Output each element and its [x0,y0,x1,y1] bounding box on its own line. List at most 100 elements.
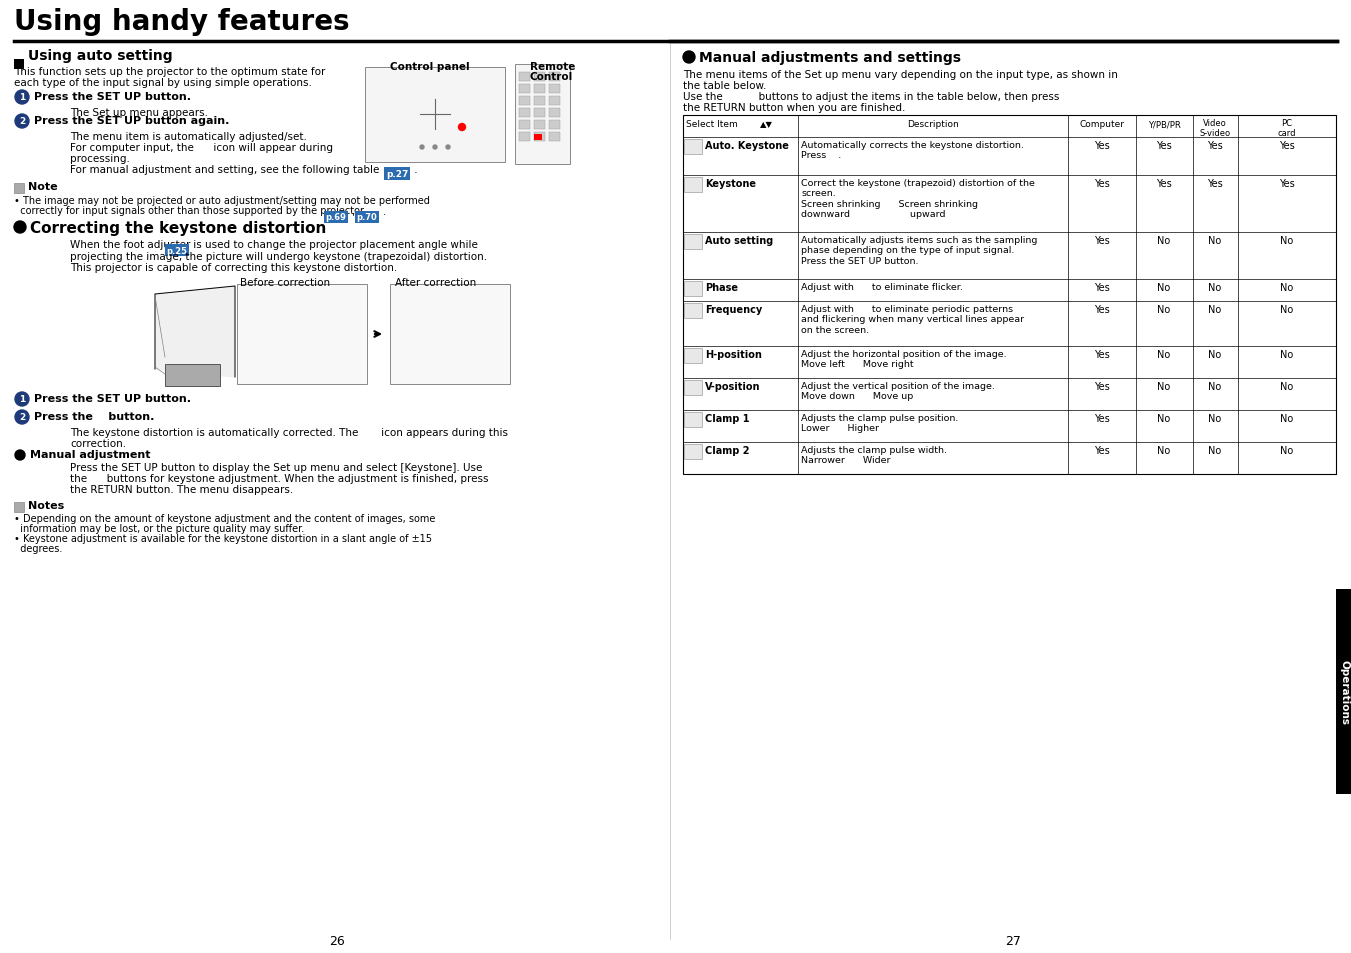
Bar [236,285,367,385]
Bar [326,285,335,350]
Bar [549,85,561,94]
Text: p.69: p.69 [326,213,346,222]
Text: Automatically corrects the keystone distortion.
Press    .: Automatically corrects the keystone dist… [801,141,1024,160]
Bar [519,73,530,82]
Text: Manual adjustments and settings: Manual adjustments and settings [698,51,961,65]
Text: Adjust with      to eliminate flicker.: Adjust with to eliminate flicker. [801,283,963,292]
Text: Press the    button.: Press the button. [34,412,154,421]
Bar [384,168,409,181]
Text: Y/PB/PR: Y/PB/PR [1147,120,1181,129]
Bar [534,85,544,94]
Text: Adjusts the clamp pulse width.
Narrower      Wider: Adjusts the clamp pulse width. Narrower … [801,446,947,465]
Text: No: No [1158,350,1170,359]
Text: .: . [380,207,386,216]
Bar [515,65,570,165]
Text: Yes: Yes [1208,179,1223,189]
Text: Frequency: Frequency [705,305,762,314]
Text: Before correction: Before correction [240,277,330,288]
Text: ▲▼: ▲▼ [761,120,773,129]
Text: No: No [1158,414,1170,423]
Text: Manual adjustment: Manual adjustment [30,450,150,459]
Text: No: No [1281,305,1294,314]
Text: This projector is capable of correcting this keystone distortion.: This projector is capable of correcting … [70,263,397,273]
Text: processing.: processing. [70,153,130,164]
Text: 2: 2 [19,117,26,127]
Text: Video
S-video: Video S-video [1200,119,1231,138]
Text: the      buttons for keystone adjustment. When the adjustment is finished, press: the buttons for keystone adjustment. Whe… [70,474,489,483]
Bar [390,285,509,385]
Circle shape [434,146,436,150]
Bar [324,212,349,224]
Text: Auto. Keystone: Auto. Keystone [705,141,789,151]
Text: Adjusts the clamp pulse position.
Lower      Higher: Adjusts the clamp pulse position. Lower … [801,414,958,433]
Text: Yes: Yes [1094,414,1111,423]
Bar [684,349,703,364]
Bar [426,285,438,355]
Text: Adjust the horizontal position of the image.
Move left      Move right: Adjust the horizontal position of the im… [801,350,1006,369]
Text: Using handy features: Using handy features [14,8,350,36]
Text: • Depending on the amount of keystone adjustment and the content of images, some: • Depending on the amount of keystone ad… [14,514,435,523]
Text: Clamp 2: Clamp 2 [705,446,750,456]
Text: No: No [1158,305,1170,314]
Text: For computer input, the      icon will appear during: For computer input, the icon will appear… [70,143,332,152]
Text: Yes: Yes [1279,141,1294,151]
Circle shape [15,91,28,105]
Text: p.27: p.27 [386,170,408,179]
Text: projecting the image, the picture will undergo keystone (trapezoidal) distortion: projecting the image, the picture will u… [70,252,488,262]
Bar [534,132,544,142]
Text: No: No [1208,350,1221,359]
Bar [412,285,424,355]
Bar [262,285,274,359]
Text: No: No [1281,235,1294,246]
Text: No: No [1208,381,1221,392]
Text: No: No [1208,414,1221,423]
Bar [399,285,409,355]
Bar [338,285,349,339]
Text: correction.: correction. [70,438,126,449]
Text: No: No [1158,283,1170,293]
Text: Yes: Yes [1279,179,1294,189]
Circle shape [15,451,26,460]
Text: Clamp 1: Clamp 1 [705,414,750,423]
Circle shape [458,125,466,132]
Bar [519,121,530,130]
Text: No: No [1158,446,1170,456]
Text: Yes: Yes [1094,235,1111,246]
Text: Operations: Operations [1340,659,1350,724]
Text: PC
card: PC card [1278,119,1296,138]
Bar [499,285,509,355]
Bar [165,245,189,256]
Text: V-position: V-position [705,381,761,392]
Text: The menu item is automatically adjusted/set.: The menu item is automatically adjusted/… [70,132,307,142]
Text: Control: Control [530,71,573,82]
Bar [534,73,544,82]
Bar [684,380,703,395]
Text: Yes: Yes [1094,179,1111,189]
Text: is used to change the projector placement angle while: is used to change the projector placemen… [190,240,478,250]
Circle shape [14,222,26,233]
Text: No: No [1281,381,1294,392]
Bar [473,285,484,355]
Text: Press the SET UP button to display the Set up menu and select [Keystone]. Use: Press the SET UP button to display the S… [70,462,482,473]
Text: 1: 1 [19,395,26,404]
Bar [534,121,544,130]
Text: Press the SET UP button.: Press the SET UP button. [34,394,190,403]
Text: information may be lost, or the picture quality may suffer.: information may be lost, or the picture … [14,523,304,534]
Text: Keystone: Keystone [705,179,757,189]
Bar [684,116,1336,475]
Text: Press the SET UP button.: Press the SET UP button. [34,91,190,102]
Bar [519,97,530,106]
Bar [684,444,703,459]
Text: Use the           buttons to adjust the items in the table below, then press: Use the buttons to adjust the items in t… [684,91,1059,102]
Text: No: No [1158,235,1170,246]
Bar [684,304,703,318]
Circle shape [15,393,28,407]
Bar [247,285,259,350]
Text: Adjust the vertical position of the image.
Move down      Move up: Adjust the vertical position of the imag… [801,381,994,401]
Circle shape [420,146,424,150]
Text: No: No [1281,446,1294,456]
Text: each type of the input signal by using simple operations.: each type of the input signal by using s… [14,78,312,88]
Text: No: No [1281,350,1294,359]
Text: This function sets up the projector to the optimum state for: This function sets up the projector to t… [14,67,326,77]
Text: Yes: Yes [1094,446,1111,456]
